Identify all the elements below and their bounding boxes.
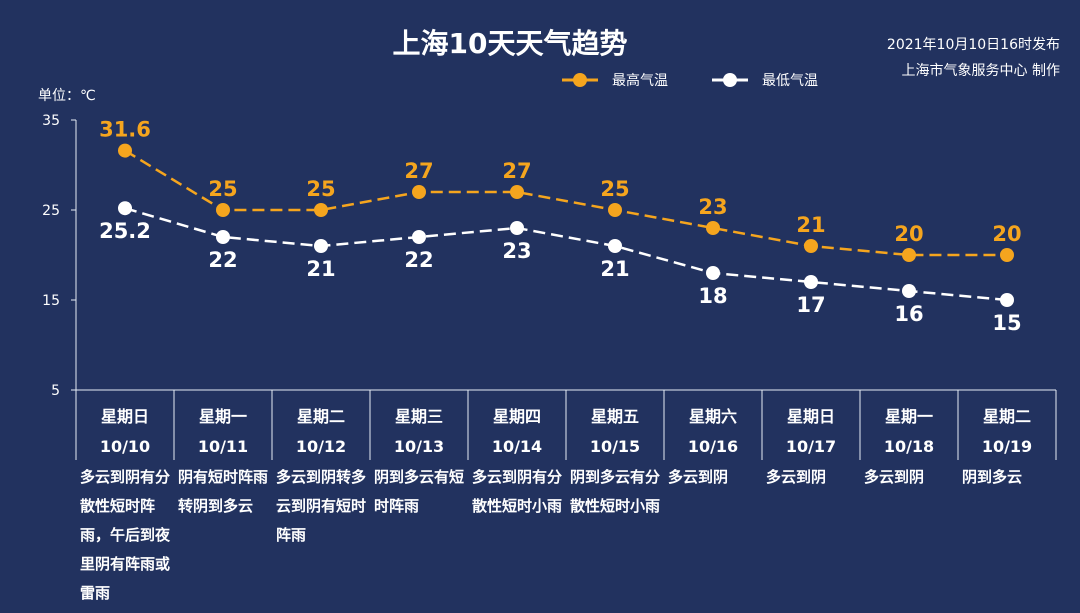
data-point (510, 185, 524, 199)
x-tick-date: 10/12 (296, 437, 346, 456)
data-point (706, 221, 720, 235)
y-tick-label: 25 (42, 203, 60, 219)
data-label: 20 (992, 222, 1021, 246)
data-label: 25.2 (99, 219, 151, 243)
data-point (902, 248, 916, 262)
weather-description: 阴到多云有分散性短时小雨 (570, 468, 661, 515)
data-label: 25 (306, 177, 335, 201)
data-label: 17 (796, 293, 825, 317)
data-label: 31.6 (99, 118, 151, 142)
x-tick-weekday: 星期六 (689, 407, 737, 426)
x-tick-date: 10/16 (688, 437, 738, 456)
legend-marker-0 (573, 73, 587, 87)
data-label: 21 (600, 257, 629, 281)
data-point (608, 203, 622, 217)
data-point (216, 203, 230, 217)
data-point (902, 284, 916, 298)
data-label: 21 (796, 213, 825, 237)
x-tick-weekday: 星期二 (297, 407, 345, 426)
y-tick-label: 35 (42, 113, 60, 129)
data-point (118, 201, 132, 216)
x-tick-date: 10/14 (492, 437, 542, 456)
weather-description: 多云到阴 (864, 468, 925, 486)
weather-description: 阴有短时阵雨转阴到多云 (178, 468, 269, 515)
legend-label-0: 最高气温 (612, 72, 668, 89)
legend-marker-1 (723, 73, 737, 87)
chart-title: 上海10天天气趋势 (393, 27, 628, 60)
data-point (608, 239, 622, 253)
x-tick-weekday: 星期一 (199, 407, 247, 426)
weather-description: 阴到多云有短时阵雨 (374, 468, 465, 515)
x-tick-weekday: 星期日 (787, 407, 835, 426)
data-label: 15 (992, 311, 1021, 335)
x-tick-weekday: 星期日 (101, 407, 149, 426)
series-line-1 (124, 207, 1008, 302)
data-point (804, 239, 818, 253)
publish-time: 2021年10月10日16时发布 (886, 37, 1060, 53)
data-label: 25 (208, 177, 237, 201)
weather-description: 阴到多云 (962, 468, 1023, 486)
series-line-0 (124, 149, 1007, 257)
data-label: 27 (502, 159, 531, 183)
data-label: 27 (404, 159, 433, 183)
data-point (510, 221, 524, 235)
data-point (412, 185, 426, 199)
weather-description: 多云到阴有分散性短时小雨 (472, 468, 563, 515)
y-tick-label: 15 (42, 293, 60, 309)
data-point (1000, 293, 1014, 307)
data-label: 18 (698, 284, 727, 308)
x-tick-date: 10/17 (786, 437, 836, 456)
legend-label-1: 最低气温 (762, 73, 818, 89)
x-tick-weekday: 星期二 (983, 407, 1031, 426)
x-tick-weekday: 星期三 (395, 407, 443, 426)
data-point (412, 230, 426, 244)
data-label: 16 (894, 302, 923, 326)
y-tick-label: 5 (51, 383, 60, 399)
data-label: 22 (208, 248, 237, 272)
data-label: 23 (698, 195, 727, 219)
data-label: 23 (502, 239, 531, 263)
data-point (804, 275, 818, 289)
data-point (706, 266, 720, 280)
x-tick-weekday: 星期四 (493, 407, 541, 426)
x-tick-weekday: 星期一 (885, 407, 933, 426)
weather-description: 多云到阴有分散性短时阵雨，午后到夜里阴有阵雨或雷雨 (80, 468, 171, 602)
weather-description: 多云到阴 (766, 468, 827, 486)
x-tick-date: 10/15 (590, 437, 640, 456)
weather-description: 多云到阴转多云到阴有短时阵雨 (276, 468, 367, 544)
data-label: 25 (600, 177, 629, 201)
data-label: 22 (404, 248, 433, 272)
y-axis-unit: 单位：℃ (38, 88, 96, 104)
x-tick-date: 10/10 (100, 437, 150, 456)
data-point (314, 239, 328, 253)
data-label: 21 (306, 257, 335, 281)
data-point (216, 230, 230, 244)
x-tick-date: 10/18 (884, 437, 934, 456)
issuer: 上海市气象服务中心 制作 (901, 63, 1060, 79)
data-point (118, 143, 132, 158)
data-point (1000, 248, 1014, 262)
x-tick-date: 10/11 (198, 437, 248, 456)
weather-description: 多云到阴 (668, 468, 729, 486)
x-tick-weekday: 星期五 (591, 407, 639, 426)
data-point (314, 203, 328, 217)
x-tick-date: 10/13 (394, 437, 444, 456)
x-tick-date: 10/19 (982, 437, 1032, 456)
data-label: 20 (894, 222, 923, 246)
